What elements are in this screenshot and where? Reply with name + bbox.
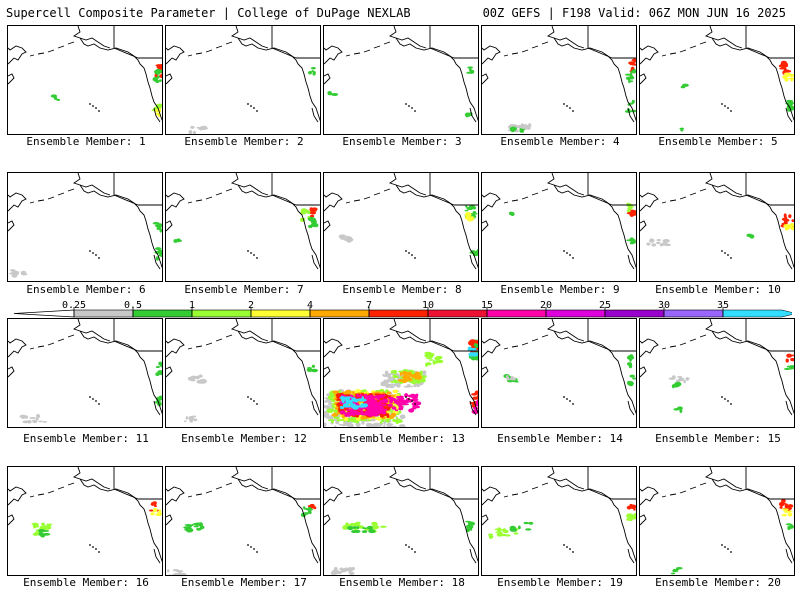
- colorbar-segment: [368, 309, 429, 318]
- map-canvas: [640, 173, 794, 270]
- ensemble-member-label: Ensemble Member: 14: [497, 432, 623, 445]
- ensemble-member-label: Ensemble Member: 15: [655, 432, 781, 445]
- ensemble-member-label: Ensemble Member: 20: [655, 576, 781, 589]
- colorbar-segment: [486, 309, 547, 318]
- colorbar-segment: [545, 309, 606, 318]
- ensemble-member-map: [323, 25, 479, 135]
- ensemble-member-map: [639, 318, 795, 428]
- ensemble-member-map: [481, 466, 637, 576]
- ensemble-member-map: [165, 318, 321, 428]
- map-canvas: [640, 26, 794, 132]
- map-canvas: [324, 26, 478, 123]
- colorbar-tick-label: 30: [658, 300, 670, 311]
- ensemble-member-label: Ensemble Member: 8: [342, 283, 462, 296]
- ensemble-member-map: [7, 466, 163, 576]
- map-canvas: [8, 26, 162, 123]
- ensemble-member-label: Ensemble Member: 4: [500, 135, 620, 148]
- map-canvas: [482, 26, 636, 133]
- map-canvas: [482, 319, 636, 416]
- map-canvas: [482, 173, 636, 270]
- map-canvas: [640, 467, 794, 575]
- map-canvas: [482, 467, 636, 564]
- map-canvas: [324, 467, 478, 575]
- colorbar-low-arrow: [14, 309, 75, 318]
- colorbar-tick-label: 35: [717, 300, 729, 311]
- model-valid-time: 00Z GEFS | F198 Valid: 06Z MON JUN 16 20…: [482, 6, 786, 20]
- colorbar-tick-label: 0.5: [124, 300, 142, 311]
- ensemble-member-map: [323, 172, 479, 282]
- ensemble-member-map: [639, 466, 795, 576]
- ensemble-member-label: Ensemble Member: 13: [339, 432, 465, 445]
- colorbar-segment: [663, 309, 724, 318]
- colorbar-tick-label: 20: [540, 300, 552, 311]
- map-canvas: [324, 173, 478, 270]
- ensemble-member-map: [639, 25, 795, 135]
- ensemble-member-map: [165, 25, 321, 135]
- ensemble-member-label: Ensemble Member: 19: [497, 576, 623, 589]
- colorbar-tick-label: 15: [481, 300, 493, 311]
- ensemble-member-map: [639, 172, 795, 282]
- ensemble-member-map: [323, 318, 479, 428]
- colorbar-segment: [604, 309, 665, 318]
- ensemble-member-label: Ensemble Member: 10: [655, 283, 781, 296]
- map-canvas: [166, 467, 320, 575]
- ensemble-member-label: Ensemble Member: 5: [658, 135, 778, 148]
- ensemble-member-map: [7, 318, 163, 428]
- colorbar-tick-label: 10: [422, 300, 434, 311]
- map-canvas: [8, 319, 162, 424]
- ensemble-member-label: Ensemble Member: 7: [184, 283, 304, 296]
- ensemble-member-label: Ensemble Member: 17: [181, 576, 307, 589]
- ensemble-member-map: [481, 25, 637, 135]
- colorbar-tick-label: 0.25: [62, 300, 86, 311]
- colorbar-segment: [427, 309, 488, 318]
- ensemble-member-map: [323, 466, 479, 576]
- map-canvas: [640, 319, 794, 416]
- map-canvas: [324, 319, 478, 427]
- colorbar-tick-label: 25: [599, 300, 611, 311]
- ensemble-member-map: [7, 25, 163, 135]
- colorbar-tick-label: 4: [307, 300, 313, 311]
- ensemble-member-map: [481, 172, 637, 282]
- ensemble-member-label: Ensemble Member: 16: [23, 576, 149, 589]
- ensemble-member-map: [7, 172, 163, 282]
- ensemble-member-label: Ensemble Member: 12: [181, 432, 307, 445]
- map-title: Supercell Composite Parameter | College …: [6, 6, 411, 20]
- map-canvas: [8, 173, 162, 278]
- map-canvas: [166, 319, 320, 423]
- ensemble-member-label: Ensemble Member: 3: [342, 135, 462, 148]
- colorbar-segment: [132, 309, 193, 318]
- ensemble-member-label: Ensemble Member: 6: [26, 283, 146, 296]
- ensemble-member-label: Ensemble Member: 18: [339, 576, 465, 589]
- scp-colorbar: 0.25 0.5 1 2 4 7 10 15 20 25 30 35: [14, 300, 792, 318]
- colorbar-segment: [191, 309, 252, 318]
- map-canvas: [8, 467, 162, 564]
- ensemble-member-map: [165, 466, 321, 576]
- ensemble-member-label: Ensemble Member: 9: [500, 283, 620, 296]
- ensemble-member-map: [165, 172, 321, 282]
- colorbar-tick-label: 1: [189, 300, 195, 311]
- colorbar-segment: [250, 309, 311, 318]
- ensemble-member-label: Ensemble Member: 11: [23, 432, 149, 445]
- ensemble-member-map: [481, 318, 637, 428]
- map-canvas: [166, 173, 320, 270]
- colorbar-segment: [722, 309, 792, 318]
- colorbar-tick-label: 7: [366, 300, 372, 311]
- ensemble-member-label: Ensemble Member: 2: [184, 135, 304, 148]
- colorbar-segment: [309, 309, 370, 318]
- colorbar-segment: [73, 309, 134, 318]
- ensemble-member-label: Ensemble Member: 1: [26, 135, 146, 148]
- map-canvas: [166, 26, 320, 134]
- colorbar-tick-label: 2: [248, 300, 254, 311]
